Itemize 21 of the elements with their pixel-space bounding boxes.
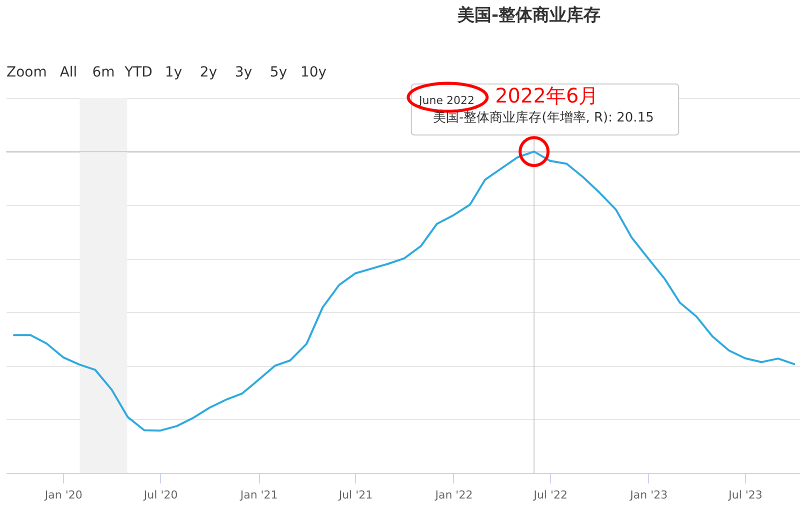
text: 10y: [300, 64, 327, 80]
x-tick-label: Jan '23: [629, 488, 668, 502]
text: YTD: [124, 64, 152, 80]
x-tick-label: Jan '22: [434, 488, 473, 502]
annotation: 2022年6月: [495, 84, 599, 108]
text: 美国-整体商业库存(年增率, R): 20.15: [433, 109, 654, 126]
text: Zoom: [6, 64, 47, 80]
text: June 2022: [418, 94, 474, 107]
x-tick-label: Jul '23: [728, 488, 762, 502]
x-tick-label: Jan '20: [44, 488, 82, 502]
text: 6m: [92, 64, 115, 80]
text: 5y: [270, 64, 288, 80]
x-tick-label: Jul '22: [532, 488, 568, 502]
x-tick-label: Jul '21: [338, 488, 373, 502]
text: All: [60, 64, 78, 80]
chart-title: 美国-整体商业库存: [456, 6, 601, 26]
text: 3y: [234, 64, 252, 80]
x-tick-label: Jan '21: [239, 488, 278, 502]
x-tick-label: Jul '20: [142, 488, 178, 502]
text: 1y: [164, 64, 182, 80]
text: 2y: [200, 64, 218, 80]
